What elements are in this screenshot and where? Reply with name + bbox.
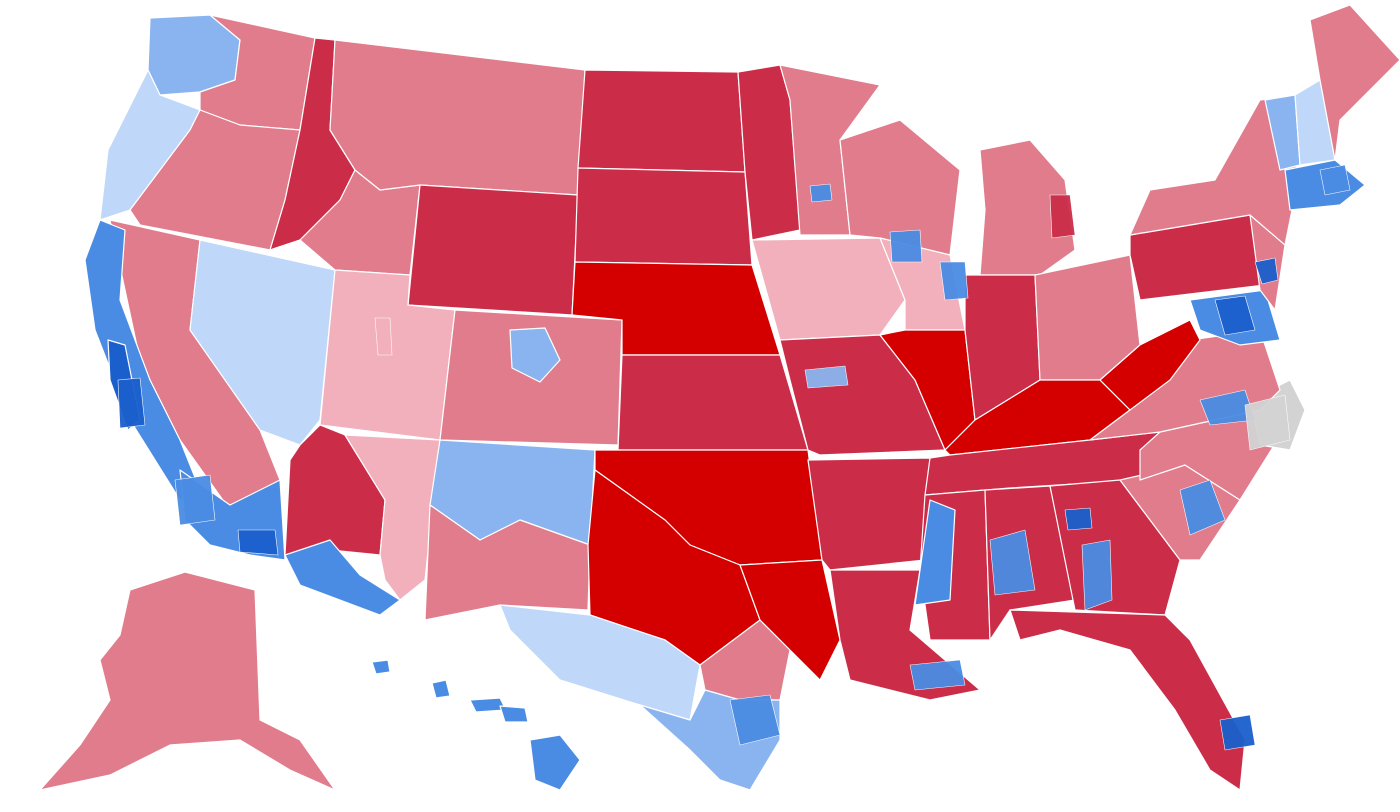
region-nd[interactable] (577, 69, 746, 173)
region-hi[interactable] (371, 659, 581, 791)
region-wv[interactable] (1099, 319, 1201, 411)
region-ar[interactable] (807, 457, 931, 571)
region-co-denver[interactable] (509, 327, 561, 383)
region-az-south[interactable] (284, 539, 401, 616)
region-ak[interactable] (39, 571, 336, 791)
region-sd[interactable] (574, 167, 753, 266)
region-mi[interactable] (979, 139, 1076, 276)
region-ms-delta[interactable] (914, 499, 956, 606)
region-mt[interactable] (329, 39, 586, 196)
region-ia[interactable] (751, 237, 906, 341)
region-fl[interactable] (1009, 609, 1246, 791)
district-accents (117, 164, 1351, 751)
region-me[interactable] (1309, 4, 1400, 161)
region-wy[interactable] (407, 184, 579, 316)
region-ks[interactable] (617, 354, 809, 451)
